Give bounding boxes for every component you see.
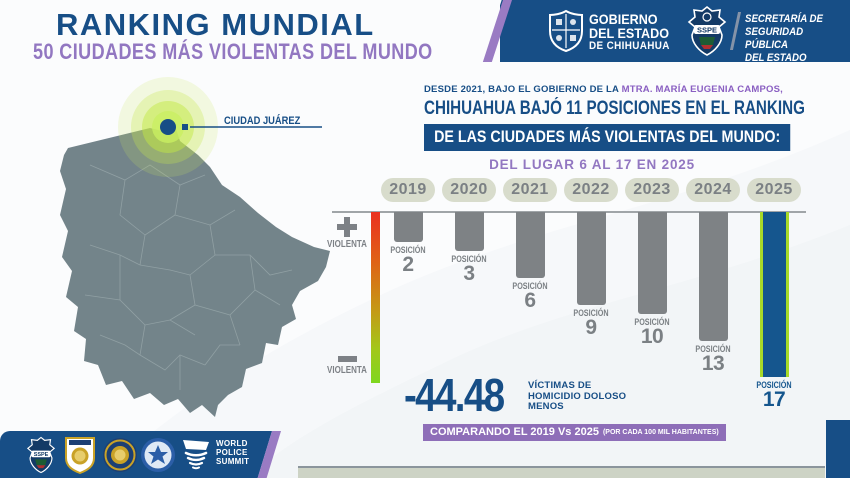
secretaria-line1: SECRETARÍA DE [745,13,823,25]
rank-label: POSICIÓN 2 [386,245,430,275]
rank-label-number: 17 [762,388,786,411]
chihuahua-state-map [60,123,330,417]
rank-bar-2022 [576,212,606,305]
government-shield-icon [549,9,583,53]
intro-line1: DESDE 2021, BAJO EL GOBIERNO DE LA MTRA.… [424,84,850,95]
city-label: CIUDAD JUÁREZ [224,115,301,127]
big-number: -44.48 [404,369,505,421]
year-pill: 2025 [747,178,801,202]
corner-accent-block [826,420,850,478]
rank-label-number: 6 [524,289,536,312]
calea-gold-seal-icon [103,438,137,472]
intro-line1-highlight: MTRA. MARÍA EUGENIA CAMPOS, [621,84,784,95]
page-title: RANKING MUNDIAL [56,7,375,42]
secretaria-line2: SEGURIDAD PÚBLICA [745,25,804,51]
scale-label-less-violent: VIOLENTA [327,365,367,376]
plus-icon [337,217,357,237]
rank-label: POSICIÓN 9 [569,308,613,338]
gov-name-line1: GOBIERNO [589,11,658,27]
violence-gradient-scale [371,212,380,383]
rank-label-word: POSICIÓN [451,254,487,264]
scale-label-more-violent: VIOLENTA [327,239,367,250]
rank-label-word: POSICIÓN [634,317,670,327]
rank-label-word: POSICIÓN [512,281,548,291]
year-pill: 2023 [625,178,679,202]
intro-line1-normal: DESDE 2021, BAJO EL GOBIERNO DE LA [424,84,622,95]
rank-label-word: POSICIÓN [573,308,609,318]
rank-bar-2019 [393,212,423,242]
rank-label-word: POSICIÓN [756,380,792,390]
year-pill: 2021 [503,178,557,202]
banner-main-text: COMPARANDO EL 2019 Vs 2025 [430,426,599,438]
secretaria-title: SECRETARÍA DE SEGURIDAD PÚBLICA DEL ESTA… [745,13,837,65]
rank-label-number: 13 [701,352,725,375]
sspe-badge-icon: SSPE [26,436,56,474]
intro-line3-box: DE LAS CIUDADES MÁS VIOLENTAS DEL MUNDO: [424,124,791,151]
rank-label-word: POSICIÓN [390,245,426,255]
gov-name-line2: DEL ESTADO [589,25,670,42]
page-subtitle: 50 CIUDADES MÁS VIOLENTAS DEL MUNDO [33,39,433,64]
rank-label: POSICIÓN 13 [691,344,735,374]
intro-line4: DEL LUGAR 6 AL 17 EN 2025 [489,157,695,172]
caption-line3: MENOS [528,401,564,413]
rank-label: POSICIÓN 3 [447,254,491,284]
rank-label: POSICIÓN 6 [508,281,552,311]
government-name: GOBIERNO DEL ESTADO DE CHIHUAHUA [589,12,670,52]
year-pill: 2019 [381,178,435,202]
banner-note-text: (POR CADA 100 MIL HABITANTES) [602,429,719,436]
rank-label-number: 10 [640,325,664,348]
rank-label-number: 2 [402,253,414,276]
chart-column-2024: 2024 POSICIÓN 13 [684,178,742,410]
rank-bar-2023 [637,212,667,314]
chart-column-2025: 2025 POSICIÓN 17 [745,178,803,410]
rank-bar-2024 [698,212,728,341]
wps-line3: SUMMIT [216,456,250,466]
header-band [500,0,850,62]
rank-label: POSICIÓN 17 [752,380,796,410]
svg-text:SSPE: SSPE [34,452,49,458]
calea-accreditation-shield-icon [65,437,95,474]
footer-rule-bar [298,466,825,478]
world-police-summit-icon [183,440,209,470]
rank-label: POSICIÓN 10 [630,317,674,347]
sspe-badge-icon: SSPE [687,5,727,56]
minus-icon [338,356,357,362]
rank-label-word: POSICIÓN [695,344,731,354]
state-outline [60,123,330,417]
rank-label-number: 9 [585,316,597,339]
svg-text:SSPE: SSPE [697,26,717,35]
secretaria-line3: DEL ESTADO [745,51,807,64]
rank-bar-2021 [515,212,545,278]
chart-column-2023: 2023 POSICIÓN 10 [623,178,681,410]
rank-bar-2025 [759,212,789,377]
year-pill: 2022 [564,178,618,202]
year-pill: 2024 [686,178,740,202]
chart-column-2021: 2021 POSICIÓN 6 [501,178,559,410]
chart-column-2022: 2022 POSICIÓN 9 [562,178,620,410]
intro-block: DESDE 2021, BAJO EL GOBIERNO DE LA MTRA.… [424,84,850,172]
world-police-summit-wordmark: WORLD POLICE SUMMIT [216,439,250,467]
rank-label-number: 3 [463,262,475,285]
big-number-caption: VÍCTIMAS DE HOMICIDIO DOLOSO MENOS [528,380,626,413]
intro-line2: CHIHUAHUA BAJÓ 11 POSICIONES EN EL RANKI… [424,98,805,119]
gov-name-line3: DE CHIHUAHUA [589,39,670,52]
accreditation-blue-seal-icon [141,438,175,472]
comparison-banner: COMPARANDO EL 2019 Vs 2025 (POR CADA 100… [423,424,726,441]
rank-bar-2020 [454,212,484,251]
year-pill: 2020 [442,178,496,202]
